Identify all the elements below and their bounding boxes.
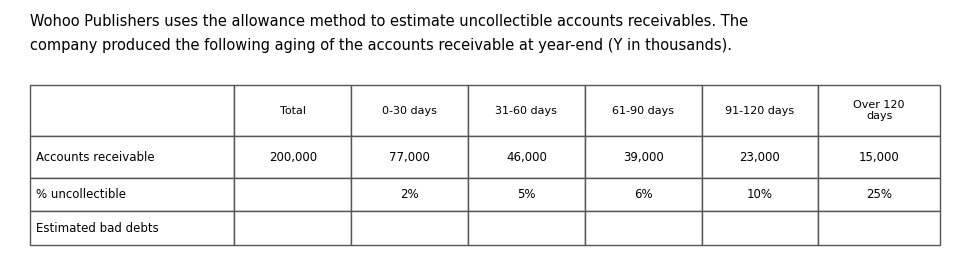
- Text: 2%: 2%: [400, 188, 419, 201]
- Text: company produced the following aging of the accounts receivable at year-end (Y i: company produced the following aging of …: [30, 38, 732, 53]
- Text: 39,000: 39,000: [622, 151, 663, 164]
- Bar: [234, 136, 351, 178]
- Bar: [584, 178, 701, 211]
- Bar: [701, 136, 818, 178]
- Bar: [467, 136, 584, 178]
- Bar: [351, 136, 467, 178]
- Bar: [467, 85, 584, 136]
- Text: 10%: 10%: [746, 188, 772, 201]
- Text: Wohoo Publishers uses the allowance method to estimate uncollectible accounts re: Wohoo Publishers uses the allowance meth…: [30, 14, 747, 29]
- Bar: [30, 85, 234, 136]
- Text: Total: Total: [279, 106, 305, 116]
- Text: 15,000: 15,000: [858, 151, 898, 164]
- Text: 61-90 days: 61-90 days: [611, 106, 673, 116]
- Bar: [818, 178, 939, 211]
- Text: 5%: 5%: [516, 188, 535, 201]
- Bar: [234, 178, 351, 211]
- Bar: [30, 211, 234, 245]
- Bar: [818, 85, 939, 136]
- Bar: [351, 178, 467, 211]
- Bar: [584, 211, 701, 245]
- Text: Over 120
days: Over 120 days: [853, 100, 904, 121]
- Bar: [234, 211, 351, 245]
- Text: 6%: 6%: [633, 188, 652, 201]
- Text: 23,000: 23,000: [738, 151, 779, 164]
- Text: Estimated bad debts: Estimated bad debts: [36, 222, 159, 235]
- Bar: [467, 178, 584, 211]
- Text: 25%: 25%: [865, 188, 891, 201]
- Bar: [584, 136, 701, 178]
- Bar: [234, 85, 351, 136]
- Text: 46,000: 46,000: [506, 151, 547, 164]
- Text: 31-60 days: 31-60 days: [495, 106, 557, 116]
- Bar: [30, 136, 234, 178]
- Bar: [818, 136, 939, 178]
- Text: 200,000: 200,000: [268, 151, 317, 164]
- Bar: [701, 178, 818, 211]
- Text: 77,000: 77,000: [389, 151, 429, 164]
- Bar: [351, 85, 467, 136]
- Bar: [584, 85, 701, 136]
- Bar: [818, 211, 939, 245]
- Text: Accounts receivable: Accounts receivable: [36, 151, 154, 164]
- Text: % uncollectible: % uncollectible: [36, 188, 126, 201]
- Bar: [701, 85, 818, 136]
- Text: 0-30 days: 0-30 days: [382, 106, 437, 116]
- Bar: [467, 211, 584, 245]
- Bar: [351, 211, 467, 245]
- Bar: [30, 178, 234, 211]
- Bar: [701, 211, 818, 245]
- Text: 91-120 days: 91-120 days: [725, 106, 794, 116]
